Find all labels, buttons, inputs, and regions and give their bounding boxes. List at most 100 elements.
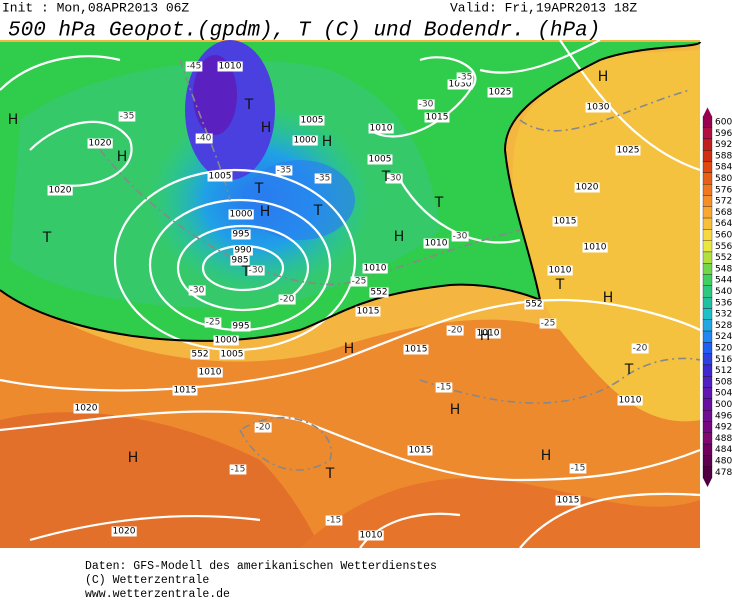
- pressure-center: H: [394, 229, 405, 245]
- isobar-label-bg: [217, 61, 243, 72]
- pressure-center: H: [117, 149, 128, 165]
- isobar-label: 1015: [357, 307, 380, 317]
- colorbar-swatch: [702, 376, 713, 388]
- colorbar-label: 540: [715, 287, 732, 297]
- colorbar-label: 596: [715, 129, 732, 139]
- colorbar-label: 492: [715, 423, 732, 433]
- isobar-label: 1020: [89, 139, 112, 149]
- isobar-label-bg: [615, 145, 641, 156]
- pressure-center: T: [381, 169, 391, 185]
- isobar-label-bg: [547, 265, 573, 276]
- colorbar-label: 568: [715, 208, 732, 218]
- colorbar-label: 552: [715, 253, 732, 263]
- colorbar-label: 572: [715, 197, 732, 207]
- footer-copyright: (C) Wetterzentrale: [85, 574, 209, 587]
- colorbar-label: 484: [715, 445, 732, 455]
- pressure-center: T: [244, 97, 254, 113]
- colorbar-swatch: [702, 263, 713, 275]
- isobar-label: 1015: [557, 496, 580, 506]
- colorbar-label: 500: [715, 400, 732, 410]
- isobar-label-bg: [358, 530, 384, 541]
- colorbar-swatch: [702, 455, 713, 467]
- temperature-label: -35: [458, 73, 473, 83]
- isobar-label: 1000: [294, 136, 317, 146]
- pressure-center: H: [450, 402, 461, 418]
- pressure-center: T: [555, 277, 565, 293]
- colorbar-swatch: [702, 217, 713, 230]
- temperature-label-bg: [631, 343, 649, 354]
- temperature-label-bg: [456, 72, 474, 83]
- height-label-bg: [190, 349, 210, 360]
- temperature-label: -25: [541, 319, 556, 329]
- isobar-label: 1010: [364, 264, 387, 274]
- isobar-label-bg: [582, 242, 608, 253]
- temperature-label-bg: [185, 61, 203, 72]
- isobar-label: 1005: [369, 155, 392, 165]
- isobar-label-bg: [585, 102, 611, 113]
- colorbar-label: 564: [715, 219, 732, 229]
- colorbar-label: 480: [715, 457, 732, 467]
- isobar-label: 1025: [489, 88, 512, 98]
- isobar-label: 1015: [426, 113, 449, 123]
- isobar-label-bg: [47, 185, 73, 196]
- isobar-label-bg: [368, 123, 394, 134]
- temperature-lines: [99, 59, 701, 471]
- temperature-label: -25: [352, 277, 367, 287]
- colorbar-label: 528: [715, 321, 732, 331]
- map-title: 500 hPa Geopot.(gpdm), T (C) und Bodendr…: [8, 20, 600, 43]
- temperature-label: -15: [231, 465, 246, 475]
- colorbar-label: 592: [715, 140, 732, 150]
- isobar-label: 990: [234, 246, 251, 256]
- isobar-label-bg: [424, 112, 450, 123]
- isobar-label: 1015: [554, 217, 577, 227]
- colorbar-swatch: [702, 466, 713, 479]
- temperature-label-bg: [275, 165, 293, 176]
- isobar-label-bg: [73, 403, 99, 414]
- colorbar-swatch: [702, 387, 713, 399]
- isobar-label-bg: [172, 385, 198, 396]
- colorbar-label: 512: [715, 366, 732, 376]
- isobar-label: 1015: [409, 446, 432, 456]
- pressure-center: T: [624, 362, 634, 378]
- temperature-label-bg: [188, 285, 206, 296]
- temperature-label: -20: [633, 344, 648, 354]
- colorbar-swatch: [702, 342, 713, 354]
- colorbar-swatch: [702, 195, 713, 207]
- colorbar-swatch: [702, 296, 713, 309]
- colorbar-swatch: [702, 127, 713, 140]
- temperature-label: -30: [453, 232, 468, 242]
- pressure-center: H: [322, 134, 333, 150]
- pressure-center: H: [261, 120, 272, 136]
- temperature-label-bg: [446, 325, 464, 336]
- pressure-center: T: [241, 264, 251, 280]
- isobar-label: 1010: [219, 62, 242, 72]
- temperature-label: -40: [197, 134, 212, 144]
- temperature-label: -35: [120, 112, 135, 122]
- isobar-label-bg: [362, 263, 388, 274]
- colorbar-label: 576: [715, 185, 732, 195]
- temperature-label: -30: [249, 266, 264, 276]
- isobar-label-bg: [367, 154, 393, 165]
- isobar-label: 1025: [617, 146, 640, 156]
- isobar-label-bg: [403, 344, 429, 355]
- colorbar-label: 536: [715, 298, 732, 308]
- pressure-center: H: [598, 69, 609, 85]
- isobar-label: 1030: [449, 80, 472, 90]
- colorbar-arrow-top: [703, 107, 712, 117]
- isobar-label: 1005: [209, 172, 232, 182]
- colorbar-swatch: [702, 443, 713, 456]
- height-label: 552: [370, 288, 387, 298]
- isobar-label-bg: [213, 335, 239, 346]
- colorbar-label: 516: [715, 355, 732, 365]
- temperature-label-bg: [229, 464, 247, 475]
- colorbar-label: 478: [715, 468, 732, 478]
- temperature-label: -20: [256, 423, 271, 433]
- temperature-label: -35: [277, 166, 292, 176]
- isobar-label: 1010: [370, 124, 393, 134]
- colorbar-swatch: [702, 116, 713, 128]
- temperature-label-bg: [195, 133, 213, 144]
- pressure-center: H: [8, 112, 19, 128]
- isobar-label-bg: [407, 445, 433, 456]
- colorbar-label: 544: [715, 276, 732, 286]
- isobar-label-bg: [111, 526, 137, 537]
